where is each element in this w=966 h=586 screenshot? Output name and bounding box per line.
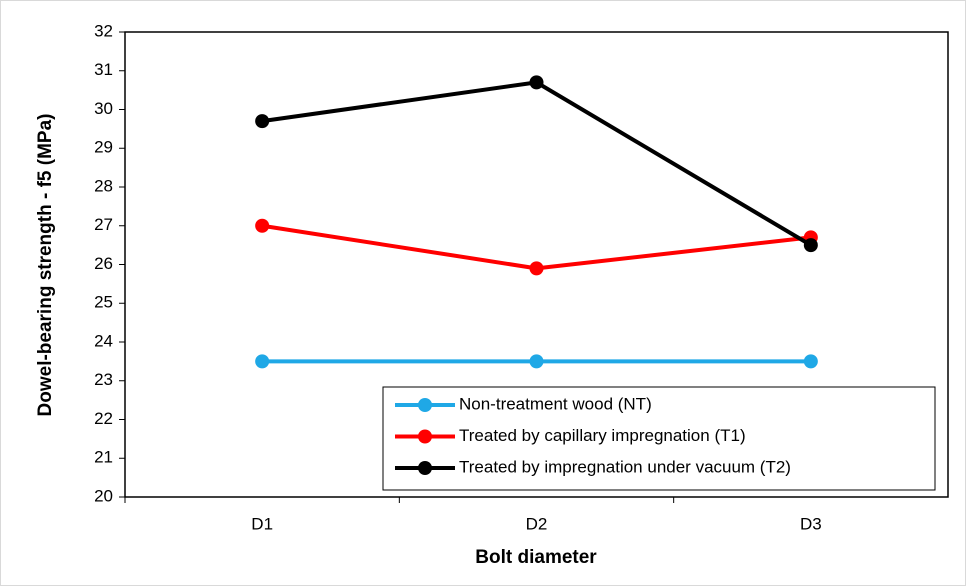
- x-tick-label: D2: [526, 514, 548, 533]
- legend-box: [382, 386, 936, 491]
- y-tick-label: 25: [94, 293, 113, 312]
- y-tick-label: 24: [94, 331, 113, 350]
- legend-marker: [418, 461, 432, 475]
- y-tick-label: 22: [94, 409, 113, 428]
- point: [529, 354, 544, 369]
- point: [803, 354, 818, 369]
- y-tick-label: 28: [94, 176, 113, 195]
- y-tick-label: 32: [94, 21, 113, 40]
- x-tick-label: D1: [251, 514, 273, 533]
- y-tick-label: 27: [94, 215, 113, 234]
- y-tick-label: 26: [94, 254, 113, 273]
- legend-marker: [418, 429, 432, 444]
- point: [529, 75, 544, 90]
- legend-label: Treated by capillary impregnation (T1): [459, 426, 746, 445]
- legend-marker: [418, 398, 432, 412]
- y-tick-label: 21: [94, 448, 113, 467]
- y-tick-label: 29: [94, 138, 113, 157]
- legend-label: Non-treatment wood (NT): [459, 394, 652, 413]
- y-tick-label: 31: [94, 60, 113, 79]
- x-axis-label: Bolt diameter: [475, 547, 597, 568]
- point: [255, 218, 270, 233]
- point: [255, 114, 270, 129]
- legend-label: Treated by impregnation under vacuum (T2…: [459, 457, 791, 476]
- y-tick-label: 30: [94, 99, 113, 118]
- x-tick-label: D3: [800, 514, 822, 533]
- point: [255, 354, 270, 369]
- point: [529, 261, 544, 276]
- y-tick-label: 20: [94, 486, 113, 505]
- y-tick-label: 23: [94, 370, 113, 389]
- y-axis-label: Dowel-bearing strength - f5 (MPa): [35, 114, 56, 417]
- point: [803, 238, 818, 253]
